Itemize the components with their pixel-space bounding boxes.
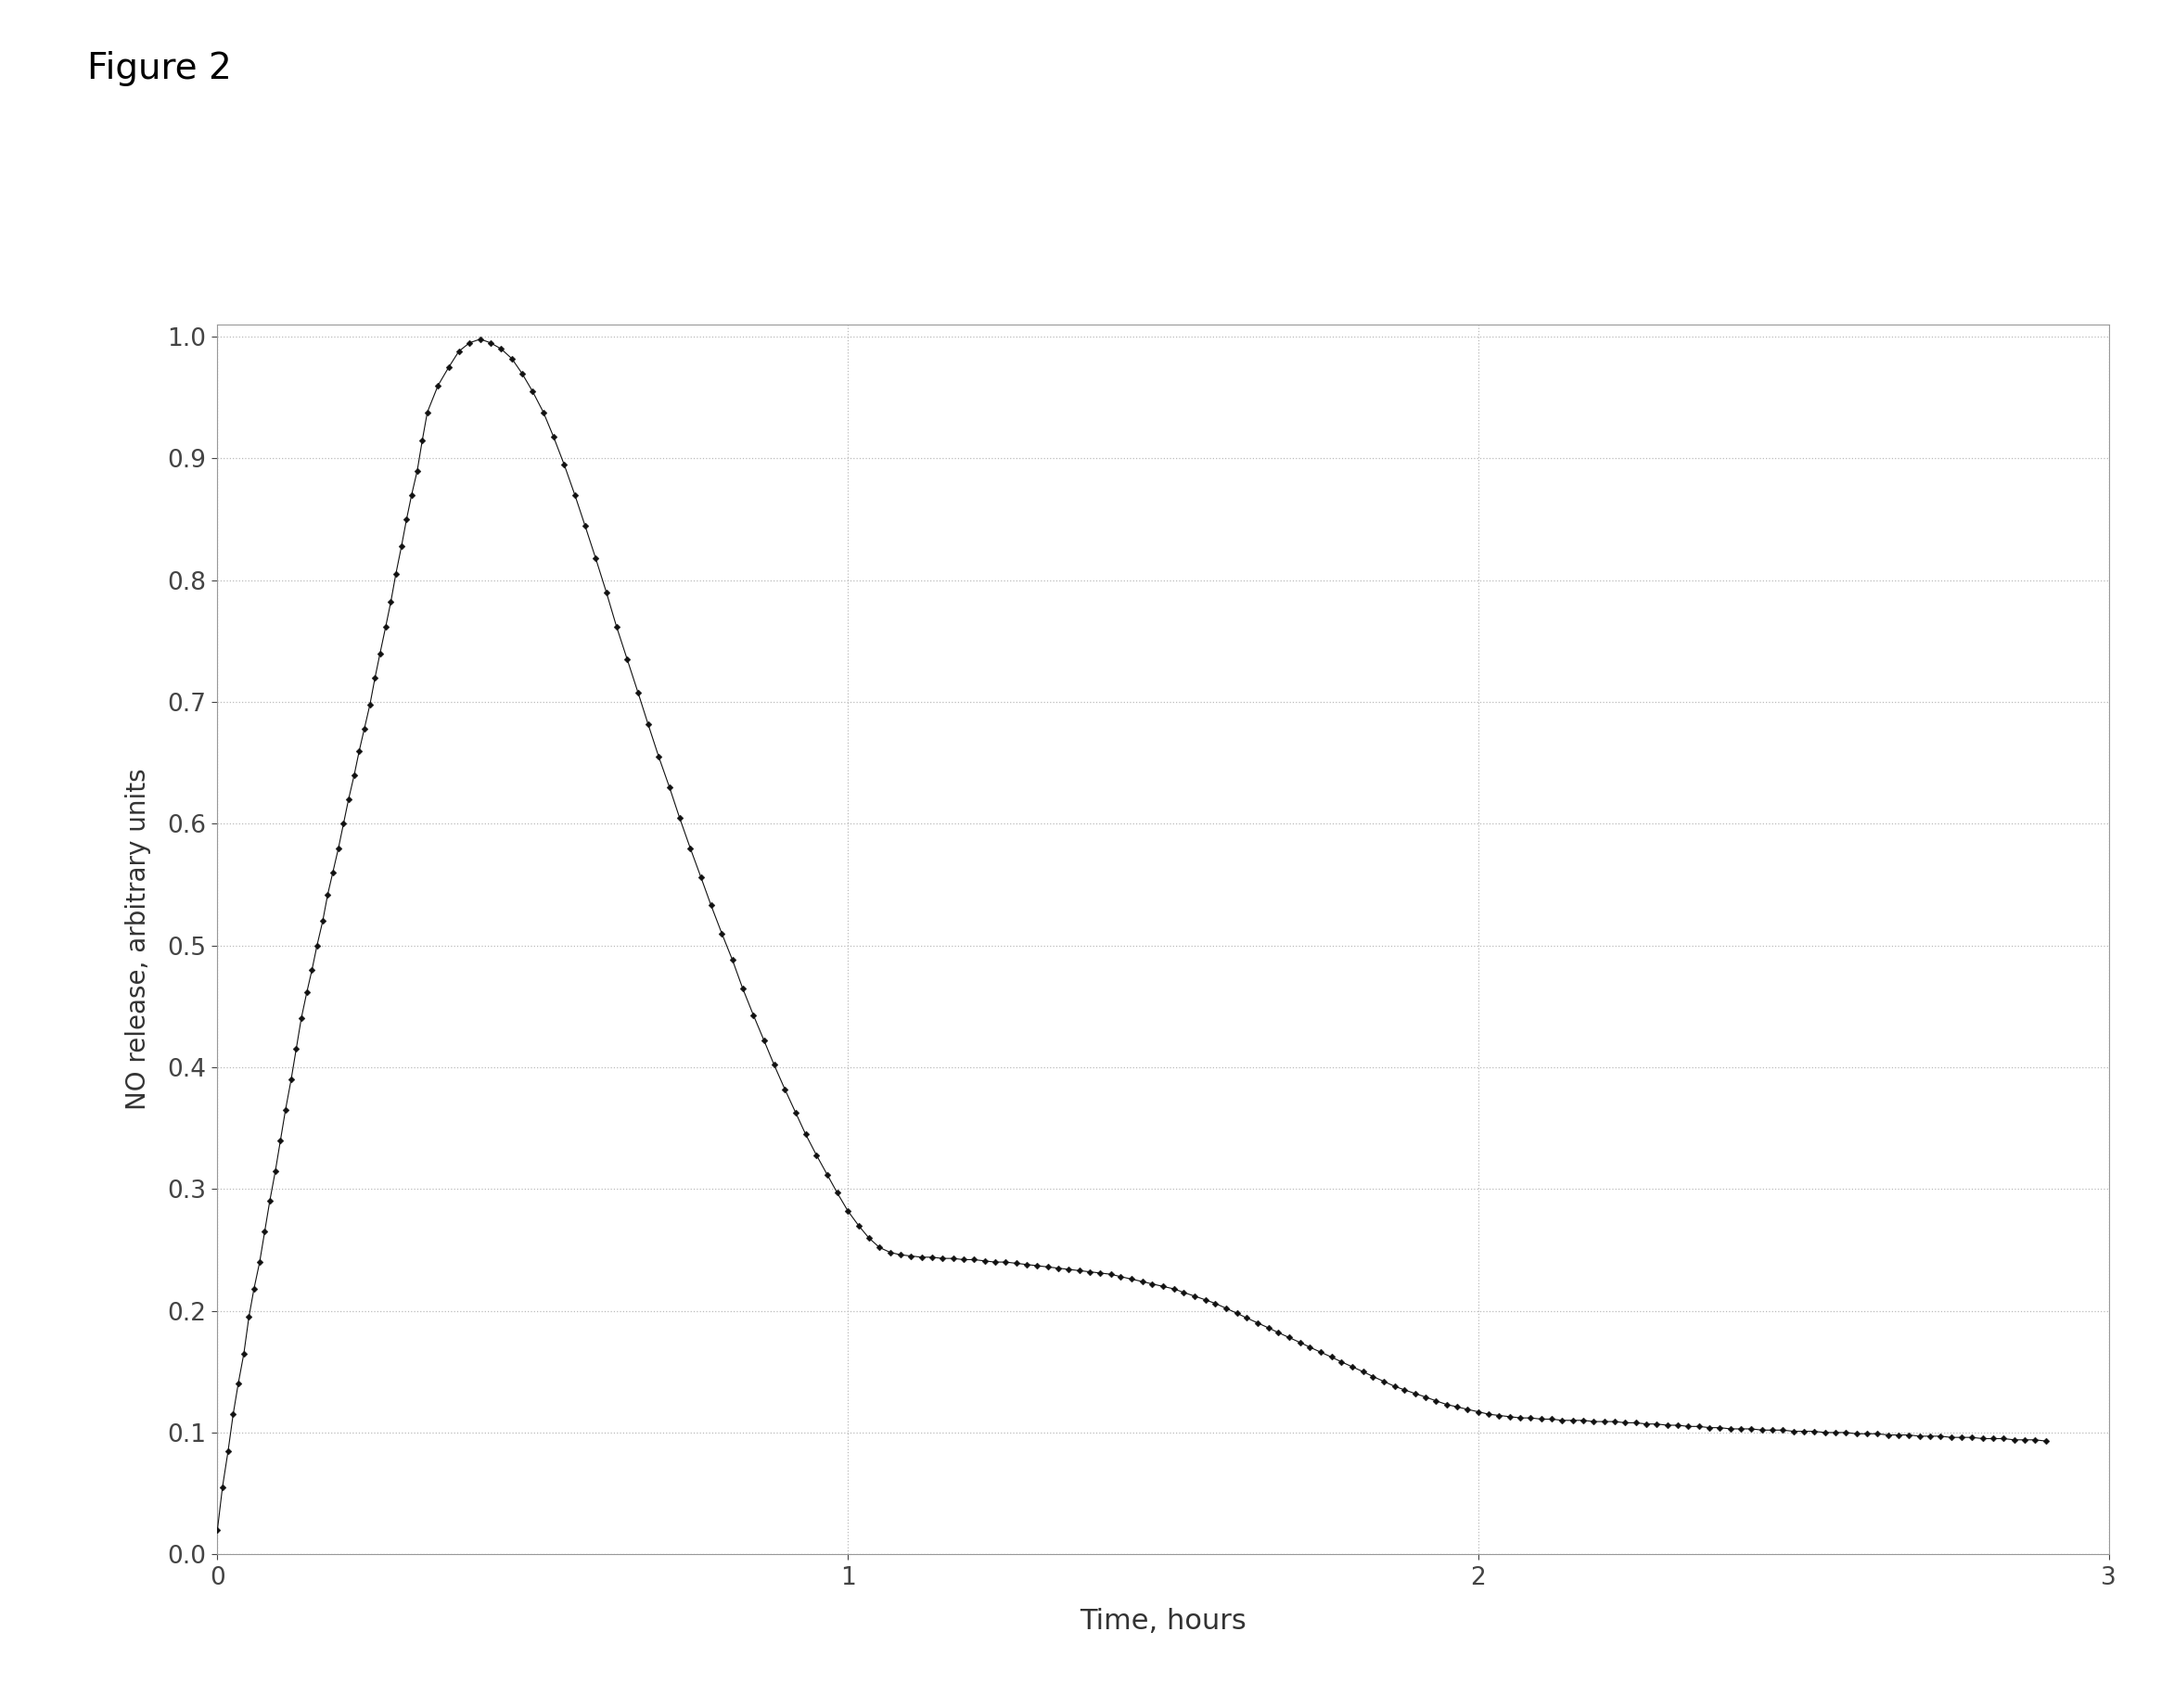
Y-axis label: NO release, arbitrary units: NO release, arbitrary units [126,769,152,1110]
X-axis label: Time, hours: Time, hours [1080,1607,1246,1635]
Text: Figure 2: Figure 2 [87,51,230,87]
